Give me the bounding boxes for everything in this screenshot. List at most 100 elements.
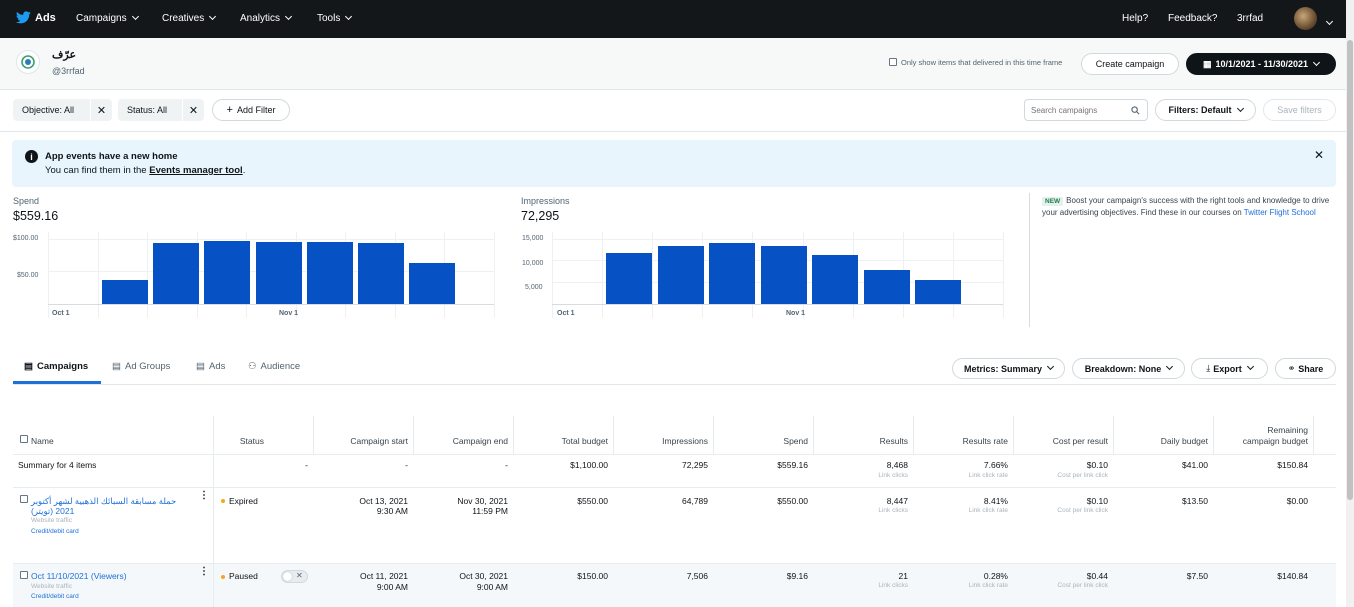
select-all-checkbox[interactable] [20, 435, 28, 443]
more-options-icon[interactable]: ⋮ [199, 490, 209, 501]
save-filters-button[interactable]: Save filters [1263, 99, 1336, 121]
summary-spend: $559.16 [777, 460, 808, 470]
chart-bar[interactable] [812, 254, 858, 304]
results-rate: 0.28% [983, 571, 1008, 581]
column-header-spend[interactable]: Spend [783, 436, 808, 446]
chart-bar[interactable] [153, 243, 200, 304]
gridline [552, 238, 1003, 240]
daily-budget: $13.50 [1182, 496, 1208, 506]
chart-bar[interactable] [306, 241, 353, 304]
column-header-remaining-sub[interactable]: campaign budget [1242, 436, 1308, 446]
search-icon[interactable] [1131, 106, 1140, 115]
gridline [552, 232, 553, 318]
date-range-label: 10/1/2021 - 11/30/2021 [1215, 59, 1309, 69]
tab-campaigns[interactable]: ▤ Campaigns [24, 361, 88, 372]
banner-text-before: You can find them in the [45, 165, 150, 176]
impressions: 7,506 [686, 571, 708, 581]
chart-bar[interactable] [102, 280, 148, 304]
search-campaigns-field[interactable] [1024, 99, 1148, 121]
column-header-cost-per-result[interactable]: Cost per result [1052, 436, 1108, 446]
tab-ad-groups[interactable]: ▤ Ad Groups [112, 361, 170, 372]
chart-bar[interactable] [358, 243, 404, 304]
new-badge: NEW [1042, 197, 1064, 206]
column-header-campaign-end[interactable]: Campaign end [452, 436, 508, 446]
brand-label[interactable]: Ads [35, 12, 56, 24]
filters-default-dropdown[interactable]: Filters: Default [1155, 99, 1256, 121]
campaign-toggle[interactable]: ✕ [281, 570, 308, 583]
results-rate-sub: Link click rate [968, 582, 1008, 589]
tab-ads[interactable]: ▤ Ads [196, 361, 225, 372]
column-header-impressions[interactable]: Impressions [662, 436, 708, 446]
status-filter-label: Status: All [127, 105, 168, 115]
summary-row-divider [13, 487, 1336, 488]
summary-label: Summary for 4 items [18, 460, 97, 470]
column-header-results[interactable]: Results [879, 436, 908, 446]
account-menu[interactable]: 3rrfad [1237, 13, 1263, 24]
close-icon[interactable]: ✕ [1313, 148, 1324, 162]
column-header-campaign-start[interactable]: Campaign start [350, 436, 408, 446]
create-campaign-button[interactable]: Create campaign [1081, 53, 1179, 75]
nav-tools[interactable]: Tools [317, 12, 353, 24]
chart-bar[interactable] [657, 245, 704, 304]
column-header-results-rate[interactable]: Results rate [962, 436, 1008, 446]
nav-analytics[interactable]: Analytics [240, 12, 293, 24]
status-filter-chip[interactable]: Status: All ✕ [118, 99, 204, 121]
twitter-bird-icon[interactable] [16, 11, 31, 24]
chart-bar[interactable] [915, 280, 961, 304]
chart-bar[interactable] [760, 246, 807, 304]
chart-bar[interactable] [606, 252, 652, 304]
chevron-down-icon[interactable] [1325, 17, 1334, 26]
campaign-name-link[interactable]: Oct 11/10/2021 (Viewers) [31, 571, 127, 581]
feedback-link[interactable]: Feedback? [1168, 13, 1218, 24]
column-divider [1313, 416, 1314, 454]
close-icon[interactable]: ✕ [182, 99, 204, 121]
campaign-type: Website traffic [31, 583, 72, 590]
events-manager-link[interactable]: Events manager tool [149, 165, 243, 176]
date-range-picker[interactable]: ▦ 10/1/2021 - 11/30/2021 [1186, 53, 1336, 75]
flight-school-link[interactable]: Twitter Flight School [1243, 207, 1316, 217]
only-delivered-checkbox[interactable] [889, 58, 897, 66]
objective-filter-chip[interactable]: Objective: All ✕ [13, 99, 112, 121]
chart-bar[interactable] [204, 241, 251, 304]
close-icon[interactable]: ✕ [90, 99, 112, 121]
breakdown-label: Breakdown: None [1084, 363, 1162, 374]
download-icon: ⤓ [1206, 363, 1211, 373]
campaigns-tab-icon: ▤ [24, 361, 33, 372]
help-link[interactable]: Help? [1122, 13, 1149, 24]
metrics-dropdown[interactable]: Metrics: Summary [952, 358, 1065, 379]
tab-audience[interactable]: ⚇ Audience [248, 361, 300, 372]
nav-creatives-label: Creatives [162, 13, 205, 24]
column-header-name[interactable]: Name [31, 436, 54, 446]
nav-campaigns[interactable]: Campaigns [76, 12, 139, 24]
avatar[interactable] [1294, 7, 1317, 30]
add-filter-button[interactable]: + Add Filter [212, 99, 290, 121]
metrics-label: Metrics: Summary [963, 363, 1043, 374]
scrollbar-thumb[interactable] [1347, 40, 1353, 500]
share-button[interactable]: ⚭ Share [1275, 358, 1336, 379]
nav-analytics-label: Analytics [240, 13, 281, 24]
breakdown-dropdown[interactable]: Breakdown: None [1072, 358, 1185, 379]
scrollbar[interactable] [1346, 0, 1354, 607]
campaign-name-link[interactable]: حملة مسابقة السبائك الذهبية لشهر أكتوبر … [31, 496, 177, 516]
total-budget: $550.00 [577, 496, 608, 506]
column-header-remaining[interactable]: Remaining [1267, 425, 1308, 435]
chart-bar[interactable] [709, 242, 755, 304]
search-input[interactable] [1031, 103, 1127, 117]
account-name: عرّف [52, 49, 77, 61]
nav-creatives[interactable]: Creatives [162, 12, 217, 24]
row-checkbox[interactable] [20, 495, 28, 503]
summary-daily: $41.00 [1182, 460, 1208, 470]
chart-bar[interactable] [409, 263, 456, 304]
row-checkbox[interactable] [20, 571, 28, 579]
column-header-total-budget[interactable]: Total budget [561, 436, 608, 446]
more-options-icon[interactable]: ⋮ [199, 566, 209, 577]
impressions-chart [552, 232, 1004, 318]
campaign-end-time: 9:00 AM [476, 582, 508, 592]
column-header-daily-budget[interactable]: Daily budget [1160, 436, 1208, 446]
column-header-status[interactable]: Status [239, 436, 264, 446]
chart-bar[interactable] [863, 269, 910, 304]
chart-bar[interactable] [255, 242, 302, 304]
ads-tab-icon: ▤ [196, 361, 205, 372]
export-button[interactable]: ⤓ Export [1191, 358, 1268, 379]
chevron-down-icon [1166, 362, 1174, 371]
